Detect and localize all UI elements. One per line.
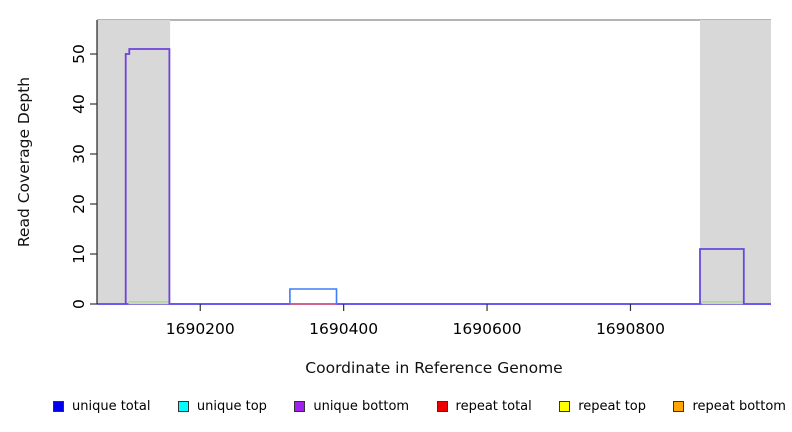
- series-line-unique-bottom-left-peak: [124, 48, 171, 304]
- legend-item-repeat-total: repeat total: [436, 399, 532, 414]
- series-line-unique-total-middle-bump: [289, 288, 338, 304]
- legend-label: unique total: [72, 399, 151, 414]
- y-axis-title: Read Coverage Depth: [15, 76, 33, 248]
- legend-label: repeat total: [455, 399, 532, 414]
- x-tick-label: 1690600: [453, 320, 522, 338]
- legend-item-repeat-bottom: repeat bottom: [673, 399, 786, 414]
- y-tick-label: 40: [70, 94, 88, 114]
- legend-item-unique-total: unique total: [53, 399, 150, 414]
- legend-item-unique-top: unique top: [177, 399, 267, 414]
- y-tick-label: 20: [70, 194, 88, 214]
- series-line-unique-bottom-right-bump: [699, 248, 745, 304]
- legend-label: unique top: [196, 399, 267, 414]
- y-tick-label: 10: [70, 244, 88, 264]
- masked-region-left: [97, 20, 171, 304]
- legend-label: repeat bottom: [692, 399, 786, 414]
- legend-swatch-repeat-top-icon: [559, 401, 571, 412]
- y-tick-label: 30: [70, 144, 88, 164]
- masked-region-right: [700, 20, 771, 304]
- x-tick-label: 1690400: [309, 320, 378, 338]
- legend-label: unique bottom: [313, 399, 410, 414]
- legend-item-unique-bottom: unique bottom: [294, 399, 409, 414]
- y-tick-label: 50: [70, 44, 88, 64]
- legend-swatch-repeat-total-icon: [436, 401, 448, 412]
- x-axis-title: Coordinate in Reference Genome: [305, 359, 563, 377]
- legend-swatch-unique-total-icon: [53, 401, 64, 412]
- legend: unique total unique top unique bottom repea…: [53, 399, 786, 414]
- legend-label: repeat top: [578, 399, 646, 414]
- legend-swatch-unique-top-icon: [177, 401, 189, 412]
- y-tick-label: 0: [70, 299, 88, 309]
- legend-swatch-repeat-bottom-icon: [673, 401, 685, 412]
- x-tick-label: 1690200: [166, 320, 235, 338]
- legend-item-repeat-top: repeat top: [559, 399, 646, 414]
- x-tick-label: 1690800: [596, 320, 665, 338]
- legend-swatch-unique-bottom-icon: [294, 401, 306, 412]
